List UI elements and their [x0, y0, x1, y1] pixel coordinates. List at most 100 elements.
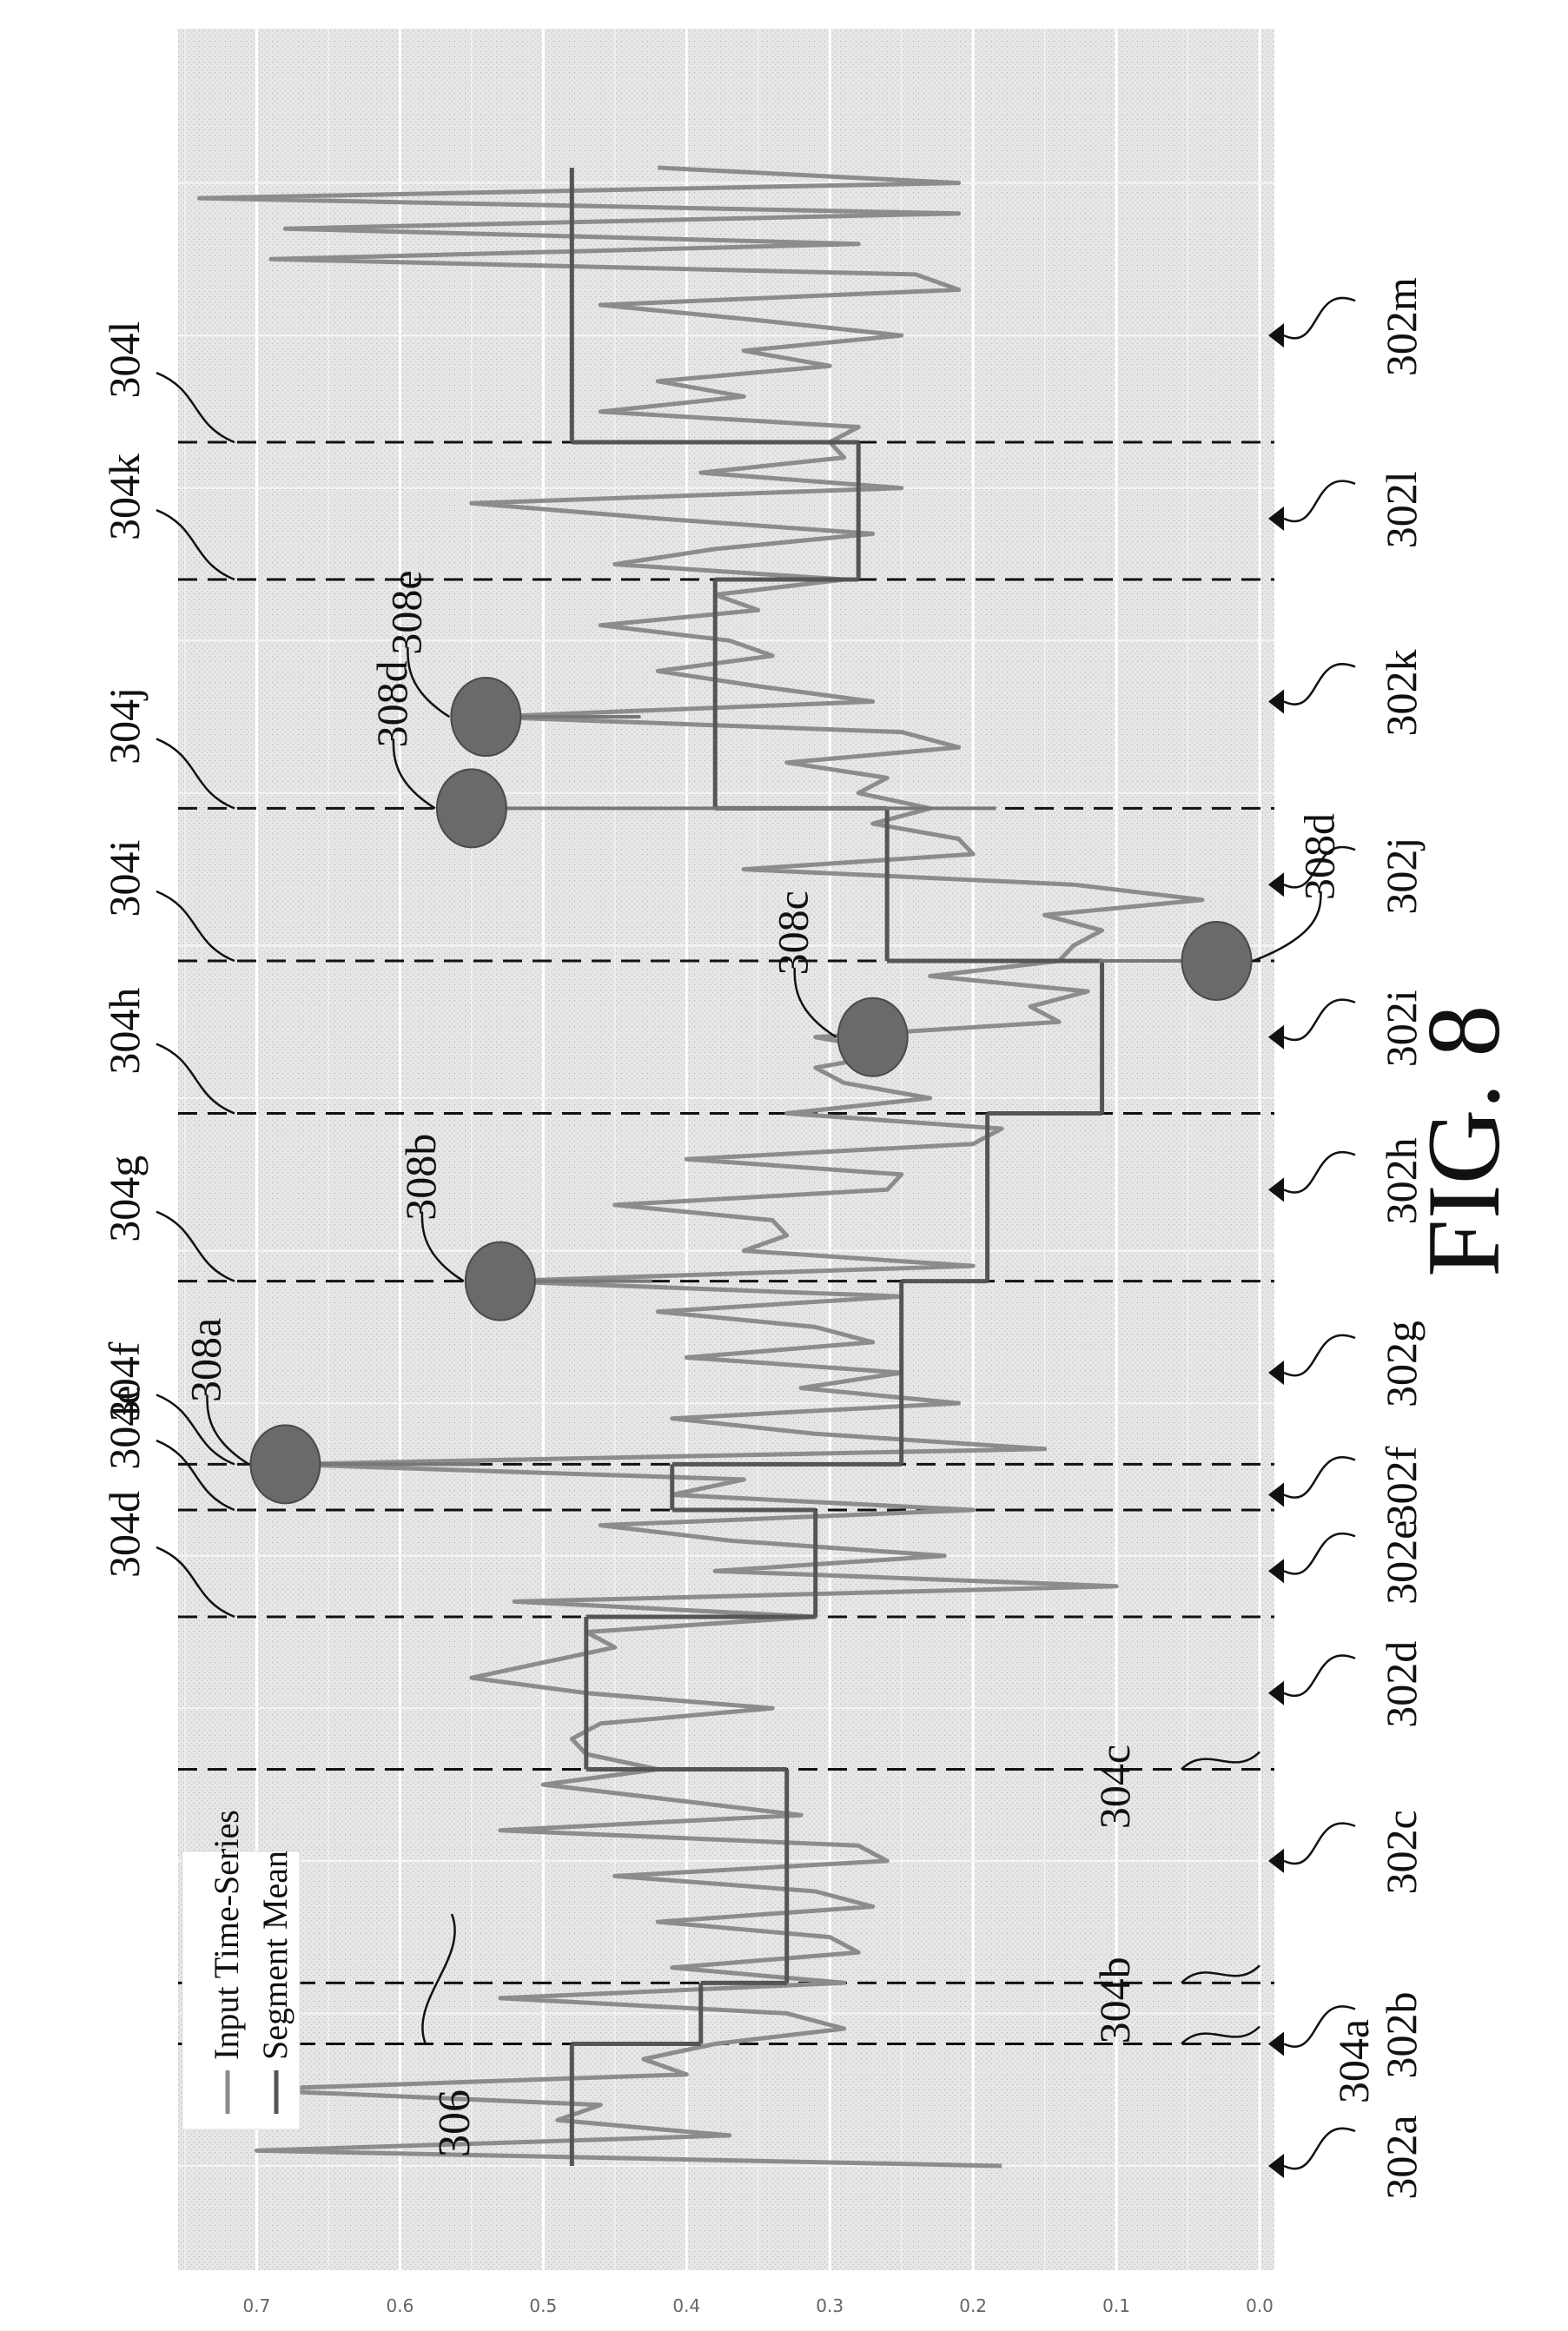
y-tick-labels: 0.7 0.6 0.5 0.4 0.3 0.2 0.1 0.0: [243, 2295, 1274, 2316]
leader-302: [1283, 1456, 1356, 1499]
anomaly-marker: [1181, 920, 1253, 1001]
legend-label-mean: Segment Mean: [255, 1851, 294, 2060]
figure-caption: FIG. 8: [1406, 1005, 1521, 1277]
label-308: 308d: [1295, 813, 1344, 900]
leader-304: [1181, 1964, 1260, 1984]
label-304: 304c: [1090, 1745, 1139, 1829]
leader-302: [1283, 663, 1356, 705]
arrow-head-302: [1268, 1848, 1284, 1873]
leader-302: [1283, 1822, 1356, 1865]
leader-302: [1283, 296, 1356, 340]
arrow-head-302: [1268, 1559, 1284, 1584]
label-304: 304b: [1090, 1957, 1139, 2043]
leader-302: [1283, 1334, 1356, 1377]
label-302: 302f: [1377, 1446, 1426, 1526]
label-306: 306: [430, 2089, 480, 2157]
y-tick-label: 0.3: [816, 2295, 844, 2316]
label-302: 302g: [1377, 1321, 1426, 1407]
label-308: 308b: [396, 1134, 445, 1221]
leader-308: [206, 1394, 250, 1466]
y-tick-label: 0.4: [672, 2295, 700, 2316]
leader-302: [1283, 2005, 1356, 2048]
grid: [178, 29, 1274, 2270]
label-302: 302j: [1377, 838, 1426, 915]
leader-304: [155, 508, 235, 581]
label-302: 302b: [1377, 1992, 1426, 2079]
leader-302: [1283, 480, 1356, 523]
leader-302: [1283, 1151, 1356, 1194]
label-302: 302i: [1377, 990, 1426, 1067]
label-302: 302l: [1377, 471, 1426, 548]
leader-308: [407, 647, 451, 719]
label-304: 304l: [100, 321, 149, 399]
leader-302: [1283, 1532, 1356, 1575]
label-302: 302m: [1377, 277, 1426, 376]
y-tick-label: 0.0: [1246, 2295, 1274, 2316]
leader-304: [1181, 2025, 1260, 2045]
leader-308: [793, 967, 837, 1038]
legend-box: [182, 1851, 301, 2130]
input-time-series-line: [197, 165, 1205, 2169]
anomaly-marker: [837, 997, 909, 1077]
label-304: 304d: [100, 1491, 149, 1578]
segment-mean-lines: [569, 168, 1105, 2166]
leader-304: [155, 890, 235, 963]
label-302: 302e: [1377, 1520, 1426, 1605]
anomaly-marker: [249, 1424, 321, 1505]
plot-background: [178, 29, 1274, 2270]
legend: Input Time-Series Segment Mean: [182, 1810, 301, 2130]
arrow-head-302: [1268, 689, 1284, 714]
arrow-head-302: [1268, 1024, 1284, 1050]
label-302: 302d: [1377, 1641, 1426, 1728]
arrow-head-302: [1268, 2154, 1284, 2178]
leader-304: [155, 371, 235, 444]
leader-304: [155, 1546, 235, 1619]
leader-302: [1283, 1654, 1356, 1698]
arrow-head-302: [1268, 1680, 1284, 1705]
label-304: 304k: [100, 454, 149, 540]
label-304: 304g: [100, 1156, 149, 1242]
arrow-head-302: [1268, 2031, 1284, 2056]
arrow-head-302: [1268, 1177, 1284, 1202]
leader-308: [420, 1211, 465, 1282]
label-308: 308a: [181, 1318, 229, 1402]
leader-304: [155, 1043, 235, 1115]
leader-304: [155, 1439, 235, 1512]
anomaly-marker: [450, 677, 522, 758]
label-304: 304h: [100, 988, 149, 1075]
y-tick-label: 0.5: [529, 2295, 557, 2316]
y-tick-label: 0.6: [386, 2295, 414, 2316]
arrow-head-302: [1268, 323, 1284, 348]
arrow-head-302: [1268, 872, 1284, 897]
leader-302: [1283, 2127, 1356, 2170]
y-tick-label: 0.1: [1102, 2295, 1130, 2316]
label-308: 308d: [367, 660, 416, 747]
y-tick-label: 0.2: [959, 2295, 987, 2316]
leader-304: [155, 738, 235, 810]
label-302: 302a: [1377, 2115, 1426, 2199]
arrow-head-302: [1268, 1361, 1284, 1386]
leader-304: [155, 1394, 235, 1466]
label-304: 304e: [100, 1385, 149, 1469]
labels-308: 308a 308b 308c 308d 308d 308e: [181, 570, 1344, 1466]
label-304: 304j: [100, 687, 149, 765]
label-308: 308e: [381, 570, 430, 654]
anomaly-markers: [249, 677, 1253, 1505]
leader-302: [1283, 845, 1356, 889]
label-302: 302h: [1377, 1137, 1426, 1224]
leader-306: [421, 1913, 456, 2045]
label-302: 302k: [1377, 650, 1426, 737]
anomaly-marker: [435, 768, 507, 849]
leader-308: [1253, 891, 1322, 963]
label-302: 302c: [1377, 1810, 1426, 1894]
legend-label-series: Input Time-Series: [207, 1810, 246, 2060]
arrow-head-302: [1268, 1482, 1284, 1507]
leader-302: [1283, 998, 1356, 1042]
anomaly-marker: [464, 1241, 536, 1321]
label-304: 304i: [100, 840, 149, 917]
label-304: 304a: [1329, 2019, 1378, 2103]
y-tick-label: 0.7: [243, 2295, 271, 2316]
leader-304: [155, 1210, 235, 1282]
